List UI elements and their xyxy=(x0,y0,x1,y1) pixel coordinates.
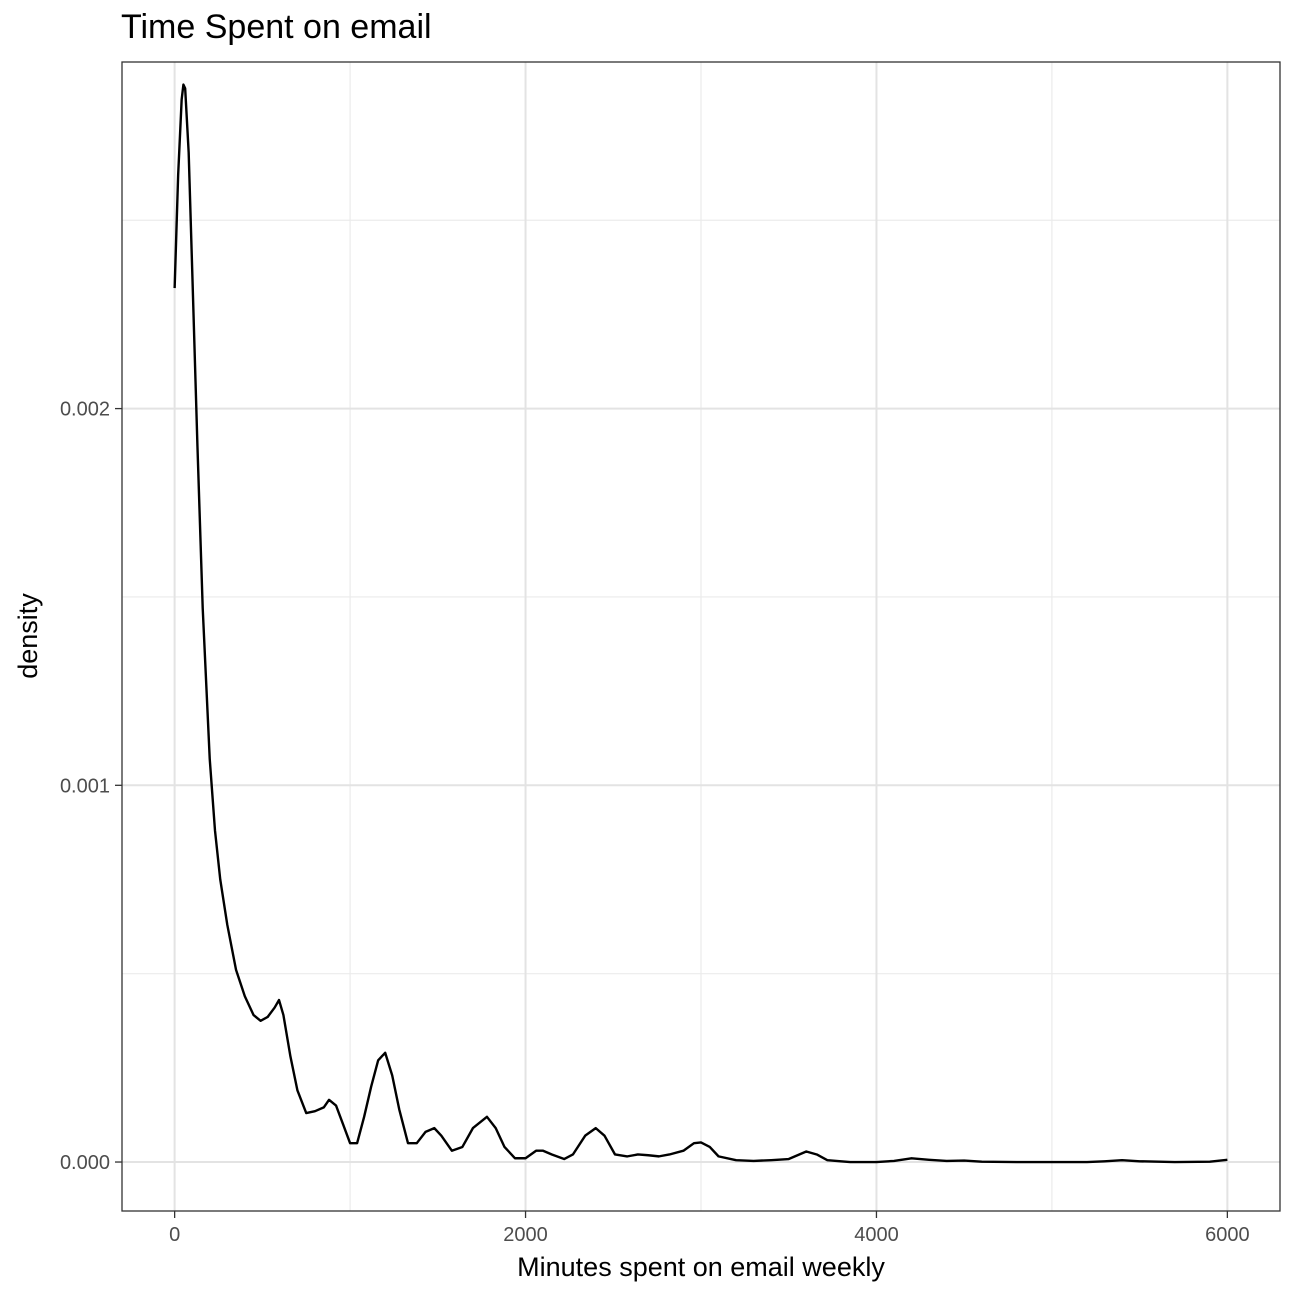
x-axis-title: Minutes spent on email weekly xyxy=(517,1252,885,1282)
x-tick-label: 2000 xyxy=(503,1224,548,1246)
y-tick-label: 0.000 xyxy=(60,1152,110,1174)
y-axis-title: density xyxy=(13,593,43,679)
x-tick-label: 6000 xyxy=(1205,1224,1250,1246)
y-tick-label: 0.002 xyxy=(60,399,110,421)
y-axis-ticks: 0.000 0.001 0.002 xyxy=(60,399,122,1174)
major-gridlines xyxy=(122,62,1280,1211)
x-tick-label: 4000 xyxy=(854,1224,899,1246)
y-tick-label: 0.001 xyxy=(60,775,110,797)
density-line xyxy=(173,83,1228,1164)
x-axis-ticks: 0 2000 4000 6000 xyxy=(169,1211,1250,1246)
plot-border xyxy=(121,61,1281,1212)
chart-title: Time Spent on email xyxy=(121,8,432,46)
minor-gridlines xyxy=(122,62,1280,1211)
x-tick-label: 0 xyxy=(169,1224,180,1246)
